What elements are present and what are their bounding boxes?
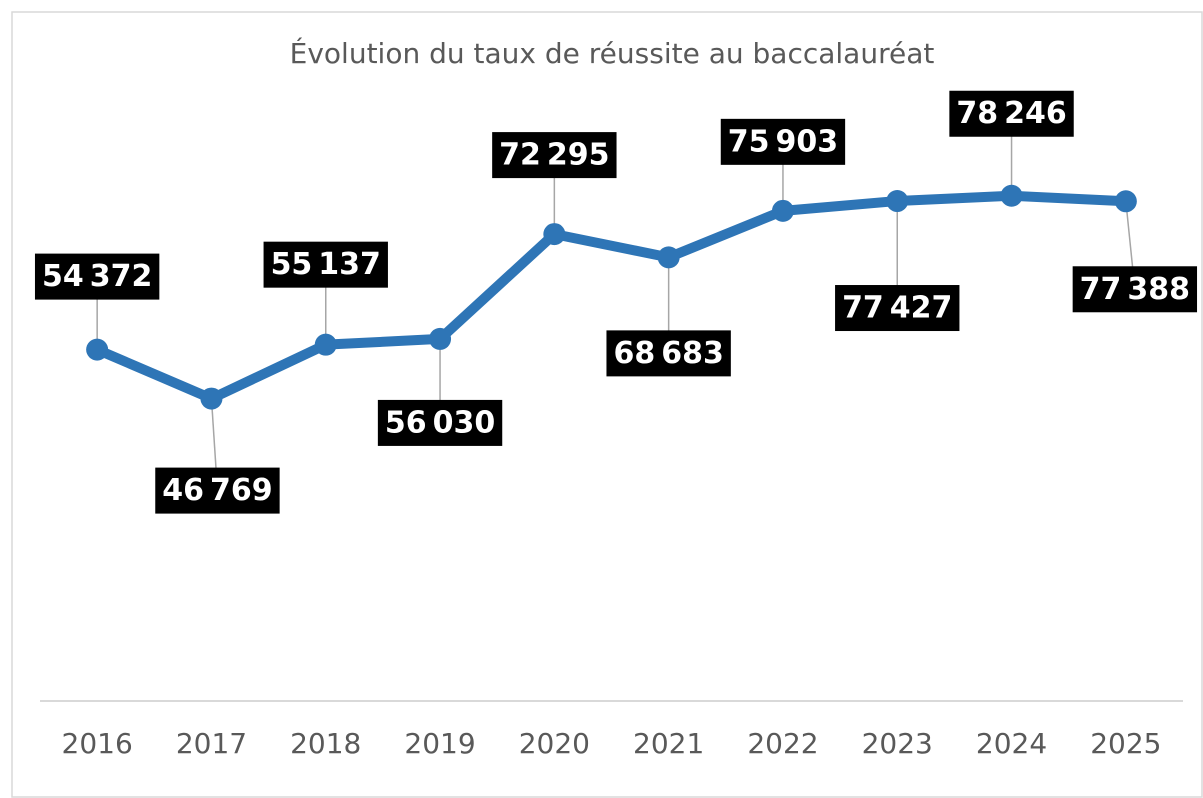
x-tick-label: 2018 xyxy=(290,727,361,760)
marker xyxy=(657,246,680,269)
x-tick-label: 2025 xyxy=(1090,727,1161,760)
data-label-box xyxy=(949,90,1074,137)
x-tick-label: 2022 xyxy=(747,727,818,760)
data-label: 68 683 xyxy=(613,336,723,371)
data-label-box xyxy=(606,330,731,377)
marker xyxy=(771,199,794,222)
data-label-box xyxy=(377,399,503,446)
data-label-box xyxy=(263,241,388,288)
marker xyxy=(86,338,109,361)
data-label-box xyxy=(835,285,960,332)
data-label: 77 427 xyxy=(842,291,952,326)
x-tick-label: 2024 xyxy=(976,727,1047,760)
marker xyxy=(543,223,566,246)
marker xyxy=(1000,184,1023,207)
data-label: 54 372 xyxy=(42,259,152,294)
marker xyxy=(429,327,452,350)
data-label: 75 903 xyxy=(728,124,838,159)
marker xyxy=(1114,190,1137,213)
marker xyxy=(200,387,223,410)
data-label-box xyxy=(34,253,160,300)
chart-title: Évolution du taux de réussite au baccala… xyxy=(290,36,935,70)
x-tick-label: 2017 xyxy=(176,727,247,760)
data-label: 46 769 xyxy=(162,473,272,508)
x-tick-label: 2021 xyxy=(633,727,704,760)
data-label-box xyxy=(720,118,846,165)
x-tick-label: 2020 xyxy=(519,727,590,760)
line xyxy=(95,190,1127,404)
data-label-box xyxy=(155,467,280,514)
data-label: 55 137 xyxy=(271,247,381,282)
data-label: 77 388 xyxy=(1080,272,1190,307)
marker xyxy=(314,333,337,356)
data-label: 78 246 xyxy=(956,96,1066,131)
marker xyxy=(886,190,909,213)
data-label-box xyxy=(1072,266,1198,313)
data-label: 72 295 xyxy=(499,138,609,173)
x-tick-label: 2016 xyxy=(62,727,133,760)
data-label: 56 030 xyxy=(385,405,495,440)
data-label-box xyxy=(492,132,617,179)
x-tick-label: 2019 xyxy=(404,727,475,760)
x-tick-label: 2023 xyxy=(862,727,933,760)
